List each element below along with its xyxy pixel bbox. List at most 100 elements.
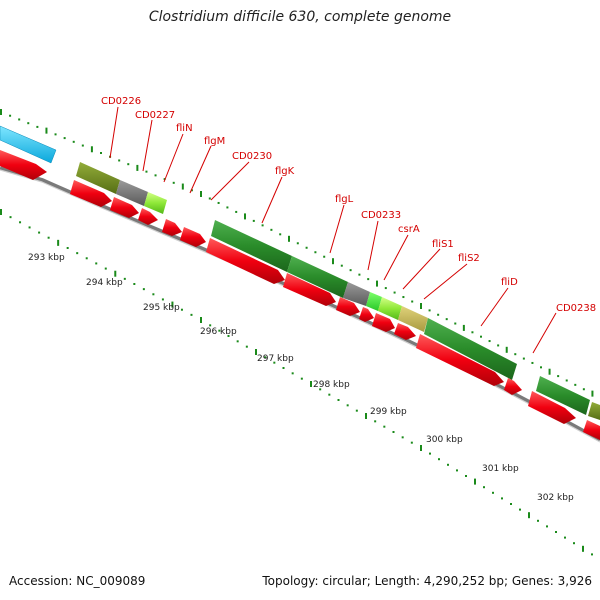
tick-dot bbox=[328, 393, 331, 396]
tick-dot bbox=[376, 280, 378, 287]
cds-arrow bbox=[504, 378, 522, 395]
tick-dot bbox=[480, 335, 482, 338]
tick-dot bbox=[340, 264, 343, 267]
tick-dot bbox=[310, 381, 312, 387]
tick-dot bbox=[45, 127, 48, 134]
tick-dot bbox=[314, 251, 317, 254]
gene-label-flgK: flgK bbox=[275, 166, 295, 177]
gene-label-CD0233: CD0233 bbox=[361, 210, 401, 221]
tick-dot bbox=[454, 322, 457, 325]
tick-dot bbox=[574, 383, 577, 386]
tick-dot bbox=[0, 109, 2, 115]
tick-dot bbox=[358, 273, 361, 276]
tick-dot bbox=[152, 293, 155, 296]
tick-dot bbox=[428, 309, 431, 312]
tick-dot bbox=[346, 404, 349, 407]
tick-dot bbox=[411, 300, 414, 303]
feature-track bbox=[0, 125, 600, 420]
tick-dot bbox=[81, 144, 84, 147]
map-title: Clostridium difficile 630, complete geno… bbox=[148, 9, 452, 25]
tick-dot bbox=[471, 331, 474, 334]
tick-dot bbox=[367, 278, 370, 281]
gene-label-CD0238: CD0238 bbox=[556, 303, 596, 314]
tick-dot bbox=[519, 508, 521, 511]
cds-arrow bbox=[336, 297, 360, 316]
feature-tick-marks bbox=[0, 109, 594, 397]
scale-label-294: 294 kbp bbox=[86, 278, 123, 288]
tick-dot bbox=[393, 291, 396, 294]
accession-text: Accession: NC_009089 bbox=[9, 574, 146, 588]
cds-arrow bbox=[394, 323, 416, 340]
cds-arrow bbox=[583, 420, 600, 440]
tick-dot bbox=[270, 228, 273, 231]
tick-dot bbox=[288, 235, 290, 242]
backbone bbox=[0, 166, 600, 443]
tick-dot bbox=[123, 277, 126, 280]
tick-dot bbox=[514, 353, 517, 356]
cds-arrow bbox=[359, 307, 374, 322]
tick-dot bbox=[488, 340, 491, 343]
tick-dot bbox=[264, 356, 267, 359]
tick-dot bbox=[420, 303, 422, 309]
tick-dot bbox=[323, 255, 326, 258]
cds-arrow bbox=[162, 219, 182, 236]
tick-dot bbox=[171, 301, 174, 308]
tick-dot bbox=[181, 183, 184, 190]
tick-dot bbox=[410, 441, 413, 444]
tick-dot bbox=[54, 133, 57, 136]
scale-dots bbox=[0, 209, 593, 556]
tick-dot bbox=[28, 226, 31, 229]
tick-dot bbox=[349, 269, 352, 272]
callout-CD0230 bbox=[210, 161, 250, 201]
callout-CD0226 bbox=[109, 106, 119, 159]
tick-dot bbox=[218, 329, 221, 332]
gene-label-CD0226: CD0226 bbox=[101, 96, 141, 107]
tick-dot bbox=[546, 525, 548, 528]
tick-dot bbox=[0, 209, 2, 215]
tick-dot bbox=[255, 349, 257, 355]
feature-block-CD0233 bbox=[343, 282, 370, 306]
cds-arrow bbox=[110, 197, 139, 218]
tick-dot bbox=[118, 159, 121, 162]
label-callouts bbox=[109, 106, 557, 354]
tick-dot bbox=[591, 390, 594, 397]
tick-dot bbox=[57, 239, 60, 246]
cds-arrow bbox=[0, 150, 47, 180]
cds-arrow bbox=[416, 334, 504, 386]
tick-dot bbox=[235, 210, 238, 213]
tick-dot bbox=[209, 324, 212, 327]
tick-dot bbox=[282, 367, 285, 369]
feature-block-next bbox=[588, 402, 600, 420]
tick-dot bbox=[244, 213, 246, 220]
tick-dot bbox=[291, 372, 294, 375]
tick-dot bbox=[420, 445, 422, 451]
genome-summary-text: Topology: circular; Length: 4,290,252 bp… bbox=[262, 574, 592, 588]
tick-dot bbox=[217, 201, 220, 204]
tick-dot bbox=[505, 346, 508, 353]
tick-dot bbox=[127, 163, 130, 166]
callout-fliN bbox=[163, 133, 184, 183]
tick-dot bbox=[104, 267, 107, 270]
tick-dot bbox=[200, 317, 202, 323]
tick-dot bbox=[564, 536, 566, 539]
tick-dot bbox=[236, 340, 239, 343]
tick-dot bbox=[531, 361, 534, 364]
tick-dot bbox=[63, 137, 66, 140]
tick-dot bbox=[465, 475, 467, 477]
tick-dot bbox=[136, 164, 139, 171]
tick-dot bbox=[279, 233, 282, 236]
cds-track bbox=[0, 150, 600, 440]
tick-dot bbox=[90, 146, 93, 153]
gene-label-CD0227: CD0227 bbox=[135, 110, 175, 121]
callout-csrA bbox=[383, 234, 409, 281]
gene-label-flgM: flgM bbox=[204, 136, 225, 147]
tick-dot bbox=[355, 409, 358, 412]
cds-arrow bbox=[70, 180, 112, 207]
tick-dot bbox=[384, 287, 387, 290]
tick-dot bbox=[337, 399, 340, 401]
tick-dot bbox=[76, 252, 79, 255]
scale-label-296: 296 kbp bbox=[200, 327, 237, 337]
gene-label-fliD: fliD bbox=[501, 277, 518, 288]
tick-dot bbox=[591, 553, 593, 556]
